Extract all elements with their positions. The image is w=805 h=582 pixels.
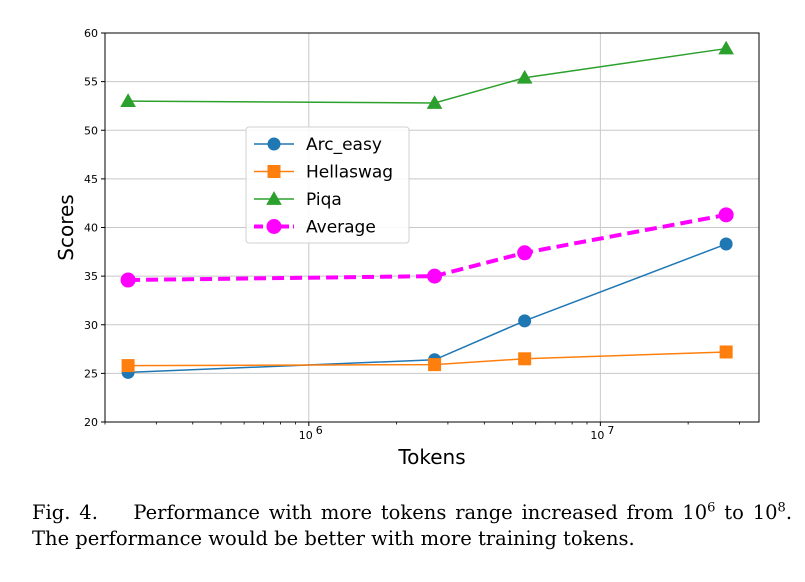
x-tick-label-exponent: 7	[607, 424, 614, 437]
y-tick-label: 30	[84, 319, 98, 332]
legend-marker-piqa	[266, 191, 282, 205]
series-line-arc-easy	[128, 243, 727, 374]
series-average	[120, 207, 734, 288]
series-line-average	[128, 212, 727, 283]
legend-box	[245, 126, 410, 244]
legend-marker-arc-easy	[267, 137, 281, 151]
data-point-piqa	[426, 95, 443, 109]
y-tick-label: 20	[84, 416, 98, 429]
y-tick-label: 25	[84, 367, 98, 380]
y-tick-label: 50	[84, 124, 98, 137]
data-point-arc-easy	[518, 314, 532, 328]
figure-caption: Fig. 4. Performance with more tokens ran…	[32, 500, 792, 552]
data-point-average	[517, 245, 533, 261]
caption-from-exp: 6	[707, 500, 716, 516]
legend-marker-average	[266, 219, 282, 234]
series-layer	[120, 40, 734, 379]
caption-to-base: 10	[752, 501, 778, 524]
y-tick-label: 45	[84, 173, 98, 186]
x-tick-label: 10	[590, 429, 604, 442]
y-axis-ticks: 20 25 30 35 40 45 50 55 60	[84, 27, 105, 429]
caption-middle: to	[715, 501, 753, 524]
data-point-hellaswag	[428, 358, 442, 372]
series-arc-easy	[121, 237, 733, 379]
caption-from-base: 10	[682, 501, 708, 524]
x-tick-label: 10	[299, 429, 313, 442]
legend-label-average: Average	[306, 218, 376, 238]
series-piqa	[120, 40, 734, 109]
data-point-hellaswag	[121, 359, 135, 373]
y-axis-label: Scores	[54, 194, 78, 260]
data-point-average	[427, 268, 443, 284]
data-point-hellaswag	[518, 352, 532, 366]
legend-marker-hellaswag	[267, 165, 281, 178]
x-axis-label: Tokens	[397, 445, 465, 469]
data-point-piqa	[718, 40, 734, 55]
caption-to-exp: 8	[777, 500, 786, 516]
series-line-piqa	[128, 47, 727, 104]
series-hellaswag	[121, 345, 733, 373]
caption-text-before: Performance with more tokens range incre…	[133, 501, 683, 524]
legend: Arc_easy Hellaswag Piqa Average	[245, 126, 410, 244]
x-axis-ticks: 10 6 10 7	[104, 422, 740, 442]
x-tick-label-exponent: 6	[316, 424, 323, 437]
series-line-hellaswag	[128, 351, 727, 367]
data-point-piqa	[120, 93, 136, 107]
legend-label-arc-easy: Arc_easy	[306, 135, 382, 155]
legend-label-piqa: Piqa	[306, 190, 342, 210]
data-point-average	[120, 272, 136, 288]
y-tick-label: 55	[84, 76, 98, 89]
y-tick-label: 40	[84, 222, 98, 235]
data-point-hellaswag	[719, 345, 733, 359]
y-tick-label: 60	[84, 27, 98, 40]
data-point-arc-easy	[719, 237, 733, 251]
caption-text-after: . The performance would be better with m…	[32, 501, 793, 550]
plot-frame	[104, 32, 760, 423]
data-point-piqa	[516, 69, 533, 84]
legend-label-hellaswag: Hellaswag	[306, 163, 393, 183]
data-point-average	[718, 207, 734, 223]
y-tick-label: 35	[84, 270, 98, 283]
caption-label: Fig. 4.	[32, 501, 98, 524]
